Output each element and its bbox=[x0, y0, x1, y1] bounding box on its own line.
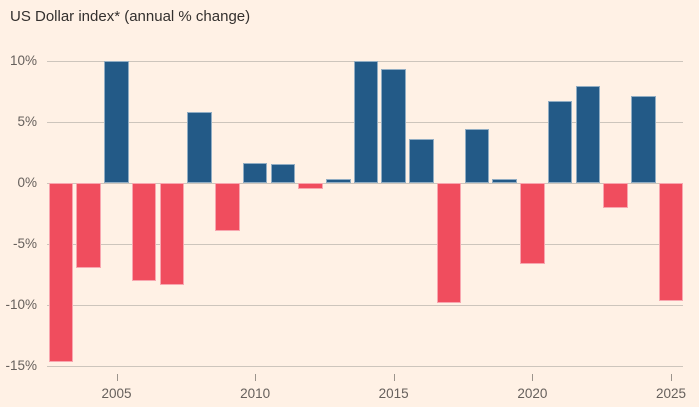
y-label--10: -10% bbox=[5, 296, 37, 312]
x-label-2025: 2025 bbox=[655, 386, 687, 401]
bar-2014 bbox=[353, 60, 379, 183]
y-label-0: 0% bbox=[17, 174, 37, 190]
bar-2022 bbox=[575, 86, 601, 183]
x-label-2015: 2015 bbox=[378, 386, 409, 401]
x-tick-2020 bbox=[532, 374, 534, 381]
bar-2005 bbox=[104, 60, 129, 183]
bar-2009 bbox=[215, 182, 240, 232]
x-label-2005: 2005 bbox=[101, 386, 132, 401]
bar-2016 bbox=[409, 138, 434, 183]
bar-2017 bbox=[436, 182, 462, 304]
bar-2007 bbox=[159, 182, 185, 286]
bar-2015 bbox=[381, 69, 406, 183]
bar-2025 bbox=[658, 182, 684, 301]
x-tick-2025 bbox=[671, 374, 672, 381]
bar-2024 bbox=[631, 96, 656, 183]
x-tick-2010 bbox=[255, 374, 257, 381]
y-label--15: -15% bbox=[5, 357, 37, 373]
bar-2012 bbox=[298, 182, 323, 189]
chart-title: US Dollar index* (annual % change) bbox=[10, 8, 251, 25]
bar-2006 bbox=[131, 182, 157, 282]
x-tick-2015 bbox=[393, 374, 395, 381]
bar-2010 bbox=[242, 163, 268, 183]
x-label-2020: 2020 bbox=[517, 386, 548, 401]
gridline--15 bbox=[47, 365, 683, 367]
bar-2004 bbox=[76, 182, 101, 269]
gridline-0 bbox=[47, 182, 683, 184]
bar-2011 bbox=[270, 164, 296, 183]
bar-2003 bbox=[48, 182, 74, 362]
bar-2008 bbox=[187, 111, 212, 183]
x-label-2010: 2010 bbox=[240, 386, 271, 401]
bar-2021 bbox=[547, 101, 573, 183]
gridline--10 bbox=[47, 304, 683, 306]
bar-2023 bbox=[603, 182, 628, 209]
y-label--5: -5% bbox=[12, 235, 37, 251]
y-label-5: 5% bbox=[17, 113, 37, 129]
bar-2019 bbox=[492, 179, 517, 183]
bar-2020 bbox=[520, 182, 545, 265]
bar-2013 bbox=[326, 179, 351, 183]
y-label-10: 10% bbox=[9, 52, 37, 68]
gridline--5 bbox=[47, 243, 683, 245]
x-tick-2005 bbox=[116, 374, 118, 381]
bar-2018 bbox=[464, 129, 490, 183]
